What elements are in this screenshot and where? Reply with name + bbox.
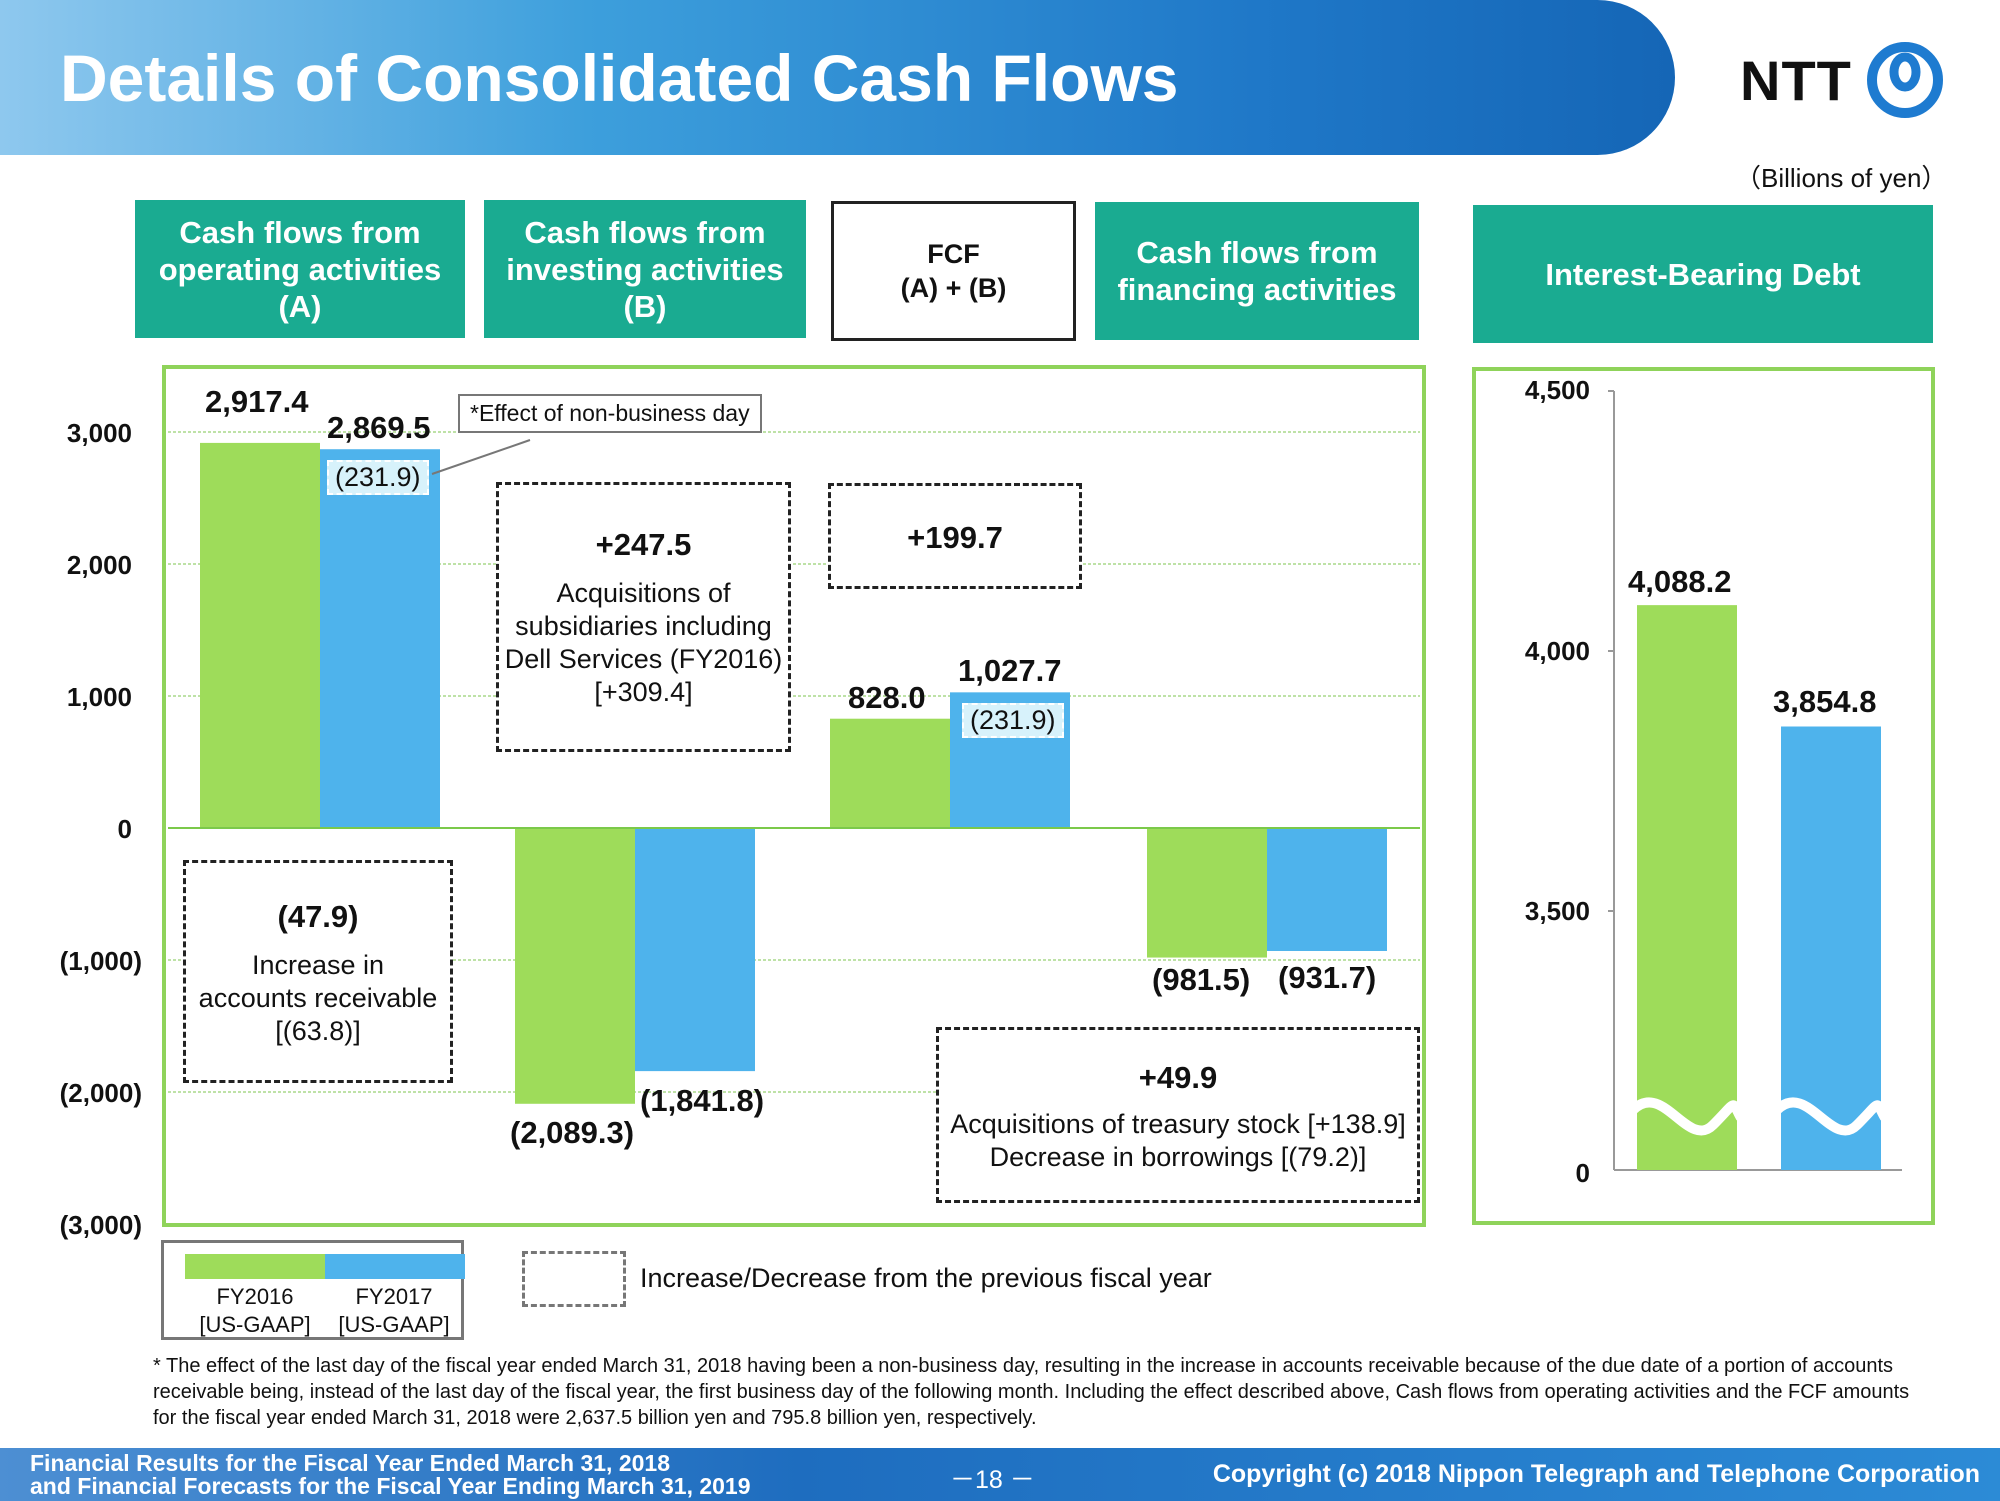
bar-fy2016 (830, 718, 950, 828)
ytick-label: 2,000 (66, 550, 132, 580)
callout-non-business-day: *Effect of non-business day (458, 394, 762, 433)
bar-fy2017 (1267, 828, 1387, 951)
page-number: －18 － (950, 1466, 1035, 1494)
effect-label: (231.9) (327, 460, 429, 495)
value-label: 4,088.2 (1628, 564, 1732, 599)
diff-value: (47.9) (277, 899, 359, 934)
header-line: (A) + (B) (900, 273, 1007, 303)
value-label: (1,841.8) (640, 1083, 765, 1118)
value-label: 1,027.7 (958, 653, 1062, 688)
ytick-label: 1,000 (66, 682, 132, 712)
ytick-label: 3,500 (1524, 896, 1590, 926)
legend-label-fy2016: FY2016 [US-GAAP] (199, 1284, 311, 1337)
bar-fy2016 (1637, 605, 1737, 1170)
legend-dashed-label: Increase/Decrease from the previous fisc… (640, 1263, 1212, 1293)
header-line: operating activities (158, 251, 442, 287)
operating-diff-box: (47.9) Increase in accounts receivable [… (183, 860, 453, 1083)
ytick-label: (1,000) (59, 946, 142, 976)
diff-line: Dell Services (FY2016) (504, 644, 783, 674)
header-investing: Cash flows from investing activities (B) (484, 200, 806, 338)
footer-bar (0, 1448, 2000, 1501)
header-line: financing activities (1117, 272, 1397, 307)
ntt-logo-text: NTT (1740, 49, 1852, 112)
header-line: investing activities (506, 251, 784, 287)
bar-fy2017 (635, 828, 755, 1072)
header-line: Interest-Bearing Debt (1545, 256, 1861, 292)
title-band (0, 0, 1675, 155)
diff-line: Increase in (251, 950, 385, 980)
header-operating: Cash flows from operating activities (A) (135, 200, 465, 338)
investing-diff-box: +247.5 Acquisitions of subsidiaries incl… (496, 482, 791, 752)
diff-value: +247.5 (595, 527, 692, 562)
legend-swatch-fy2017 (325, 1254, 465, 1279)
diff-line: Acquisitions of treasury stock [+138.9] (950, 1109, 1406, 1139)
diff-value: +199.7 (907, 520, 1003, 555)
legend-dashed-swatch (522, 1251, 626, 1307)
diff-line: [(63.8)] (275, 1016, 361, 1046)
unit-note: （Billions of yen） (1735, 163, 1948, 193)
effect-label: (231.9) (962, 703, 1064, 738)
diff-value: +49.9 (1138, 1060, 1218, 1095)
ytick-label: (3,000) (59, 1210, 142, 1240)
financing-diff-box: +49.9 Acquisitions of treasury stock [+1… (936, 1027, 1420, 1203)
axis-break-wave (1773, 1097, 1890, 1136)
diff-line: accounts receivable (198, 983, 438, 1013)
footer-title: Financial Results for the Fiscal Year En… (30, 1450, 751, 1499)
header-debt: Interest-Bearing Debt (1473, 205, 1933, 343)
header-financing: Cash flows from financing activities (1095, 202, 1419, 340)
value-label: 2,869.5 (327, 410, 431, 445)
bar-fy2016 (515, 828, 635, 1104)
diff-line: Decrease in borrowings [(79.2)] (989, 1142, 1367, 1172)
header-line: FCF (927, 239, 980, 269)
bar-fy2016 (200, 442, 320, 828)
footnote: * The effect of the last day of the fisc… (153, 1355, 1910, 1429)
ytick-label: 4,000 (1524, 636, 1590, 666)
debt-chart-panel (1472, 367, 1935, 1225)
ntt-logo-icon (1867, 42, 1943, 118)
copyright: Copyright (c) 2018 Nippon Telegraph and … (1212, 1460, 1980, 1488)
callout-leader (431, 439, 531, 475)
legend: FY2016 [US-GAAP] FY2017 [US-GAAP] (161, 1240, 465, 1340)
bar-fy2017 (1781, 726, 1881, 1170)
header-fcf: FCF (A) + (B) (831, 201, 1076, 341)
bar-fy2017 (320, 449, 440, 828)
cashflow-chart-panel (162, 365, 1426, 1227)
debt-chart (1608, 390, 1902, 1171)
page-title: Details of Consolidated Cash Flows (60, 41, 1179, 115)
ytick-label: (2,000) (59, 1078, 142, 1108)
value-label: (981.5) (1152, 962, 1251, 997)
value-label: 828.0 (848, 680, 926, 715)
fcf-diff-box: +199.7 (828, 483, 1082, 589)
value-label: (2,089.3) (510, 1115, 635, 1150)
header-line: Cash flows from (179, 214, 421, 250)
axis-break-wave (1629, 1097, 1746, 1136)
value-label: 3,854.8 (1773, 684, 1877, 719)
ytick-label: 4,500 (1524, 375, 1590, 405)
header-line: (A) (278, 288, 322, 324)
ytick-label: 0 (1575, 1158, 1590, 1188)
value-label: 2,917.4 (205, 384, 309, 419)
bar-fy2016 (1147, 828, 1267, 958)
header-line: Cash flows from (524, 214, 766, 250)
diff-line: [+309.4] (594, 677, 693, 707)
diff-line: subsidiaries including (515, 611, 772, 641)
value-label: (931.7) (1278, 960, 1377, 995)
legend-swatch-fy2016 (185, 1254, 325, 1279)
ytick-label: 3,000 (66, 418, 132, 448)
header-line: (B) (623, 288, 667, 324)
header-line: Cash flows from (1136, 235, 1378, 270)
ytick-label: 0 (117, 814, 132, 844)
diff-line: Acquisitions of (556, 578, 731, 608)
legend-label-fy2017: FY2017 [US-GAAP] (338, 1284, 450, 1337)
